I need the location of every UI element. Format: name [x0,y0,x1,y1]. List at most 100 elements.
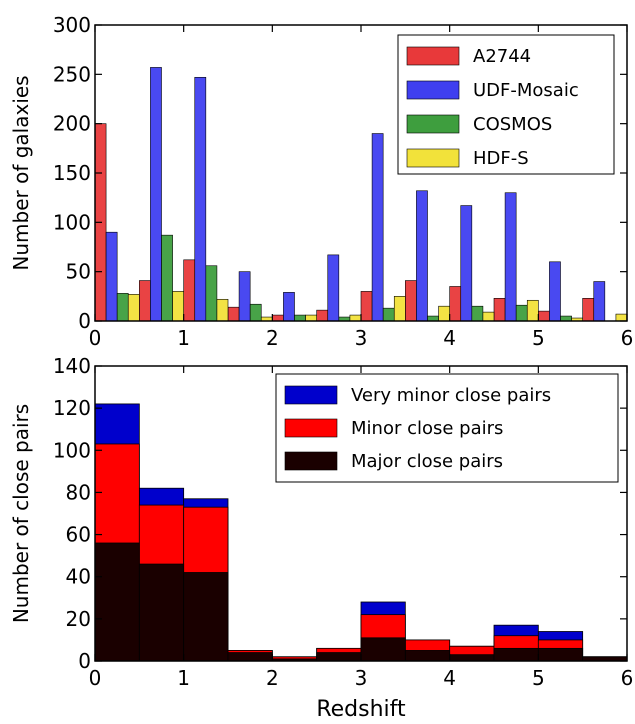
x-tick-label: 2 [266,326,279,350]
x-tick-label: 6 [621,326,634,350]
bar-major-close-pairs-bin-8 [449,654,495,662]
y-tick-label: 60 [66,523,91,547]
bar-a2744-bin-7 [405,280,417,322]
bar-hdf-s-bin-11 [615,313,628,322]
bar-udf-mosaic-bin-5 [327,254,340,322]
bar-hdf-s-bin-4 [305,314,317,322]
x-tick-label: 1 [177,326,190,350]
bar-a2744-bin-6 [360,291,373,322]
bar-major-close-pairs-bin-0 [94,542,140,662]
galaxies-legend: A2744 UDF-Mosaic COSMOS HDF-S [397,34,615,175]
y-tick-label: 50 [66,260,91,284]
bar-major-close-pairs-bin-7 [404,650,451,662]
x-tick-label: 4 [443,326,456,350]
bar-hdf-s-bin-8 [482,311,495,322]
bar-a2744-bin-9 [493,298,506,322]
bar-major-close-pairs-bin-9 [493,647,539,662]
bar-cosmos-bin-8 [471,305,484,322]
y-tick-label: 20 [66,607,91,631]
bar-hdf-s-bin-0 [127,294,140,322]
y-tick-label: 100 [53,210,91,234]
legend-label: UDF-Mosaic [473,80,579,101]
legend-label: Minor close pairs [351,418,503,439]
bar-hdf-s-bin-6 [393,296,406,322]
y-tick-label: 0 [78,309,91,333]
bar-a2744-bin-10 [538,310,550,322]
x-tick-label: 4 [443,666,456,690]
bar-major-close-pairs-bin-3 [227,652,273,662]
bar-udf-mosaic-bin-2 [194,76,207,322]
y-tick-label: 80 [66,480,91,504]
bar-hdf-s-bin-1 [172,291,184,322]
legend-swatch [406,46,460,66]
bar-cosmos-bin-1 [161,234,173,322]
x-tick-label: 3 [355,326,368,350]
x-tick-label: 2 [266,666,279,690]
bar-cosmos-bin-3 [249,303,262,322]
legend-label: COSMOS [473,114,552,135]
bar-a2744-bin-3 [227,306,240,322]
y-tick-label: 150 [53,161,91,185]
x-tick-label: 5 [532,666,545,690]
bar-major-close-pairs-bin-5 [316,652,362,662]
legend-swatch [284,451,338,471]
y-tick-label: 0 [78,649,91,673]
y-tick-label: 40 [66,565,91,589]
y-tick-label: 300 [53,13,91,37]
bar-a2744-bin-11 [582,298,595,322]
galaxies-histogram-panel: 0 1 2 3 4 5 6 0 50 100 150 200 250 300 Number of gala… [9,13,633,350]
bar-udf-mosaic-bin-0 [105,231,118,322]
bar-a2744-bin-8 [449,286,462,322]
legend-swatch [406,148,460,168]
legend-label: Major close pairs [351,451,503,472]
bar-cosmos-bin-0 [116,293,129,322]
bar-hdf-s-bin-2 [216,298,229,322]
bar-udf-mosaic-bin-10 [549,261,561,322]
legend-swatch [406,80,460,100]
close-pairs-legend: Very minor close pairs Minor close pairs M… [275,373,619,483]
bar-udf-mosaic-bin-4 [283,292,295,322]
bar-major-close-pairs-bin-10 [537,647,584,662]
x-tick-label: 6 [621,666,634,690]
legend-swatch [284,418,338,438]
y-tick-label: 140 [53,354,91,378]
bar-udf-mosaic-bin-9 [504,192,517,322]
x-tick-label: 1 [177,666,190,690]
galaxies-axis-ticks: 0 1 2 3 4 5 6 0 50 100 150 200 250 300 [53,13,634,350]
redshift-x-axis-label: Redshift [316,697,406,722]
legend-swatch [406,114,460,134]
x-tick-label: 0 [89,326,102,350]
legend-swatch [284,385,338,405]
bar-udf-mosaic-bin-6 [371,133,384,322]
legend-label: HDF-S [473,148,529,169]
bar-cosmos-bin-9 [515,304,528,322]
bar-hdf-s-bin-5 [349,314,362,322]
bar-udf-mosaic-bin-11 [593,281,606,322]
x-tick-label: 3 [355,666,368,690]
bar-cosmos-bin-2 [205,265,218,322]
y-tick-label: 100 [53,438,91,462]
bar-udf-mosaic-bin-3 [238,271,251,322]
bar-cosmos-bin-4 [294,314,306,322]
bar-a2744-bin-1 [139,280,151,322]
galaxies-y-axis-label: Number of galaxies [9,75,33,270]
legend-label: Very minor close pairs [351,385,551,406]
bar-major-close-pairs-bin-6 [360,637,406,662]
galaxies-bars [94,67,628,322]
bar-udf-mosaic-bin-7 [416,190,428,322]
bar-hdf-s-bin-7 [438,305,450,322]
x-tick-label: 0 [89,666,102,690]
bar-a2744-bin-5 [316,309,329,322]
bar-cosmos-bin-6 [382,307,395,322]
bar-udf-mosaic-bin-8 [460,205,473,322]
y-tick-label: 250 [53,62,91,86]
bar-udf-mosaic-bin-1 [150,67,162,322]
bar-hdf-s-bin-9 [526,299,539,322]
close-pairs-y-axis-label: Number of close pairs [9,404,33,623]
y-tick-label: 120 [53,396,91,420]
x-tick-label: 5 [532,326,545,350]
bar-a2744-bin-4 [272,314,284,322]
